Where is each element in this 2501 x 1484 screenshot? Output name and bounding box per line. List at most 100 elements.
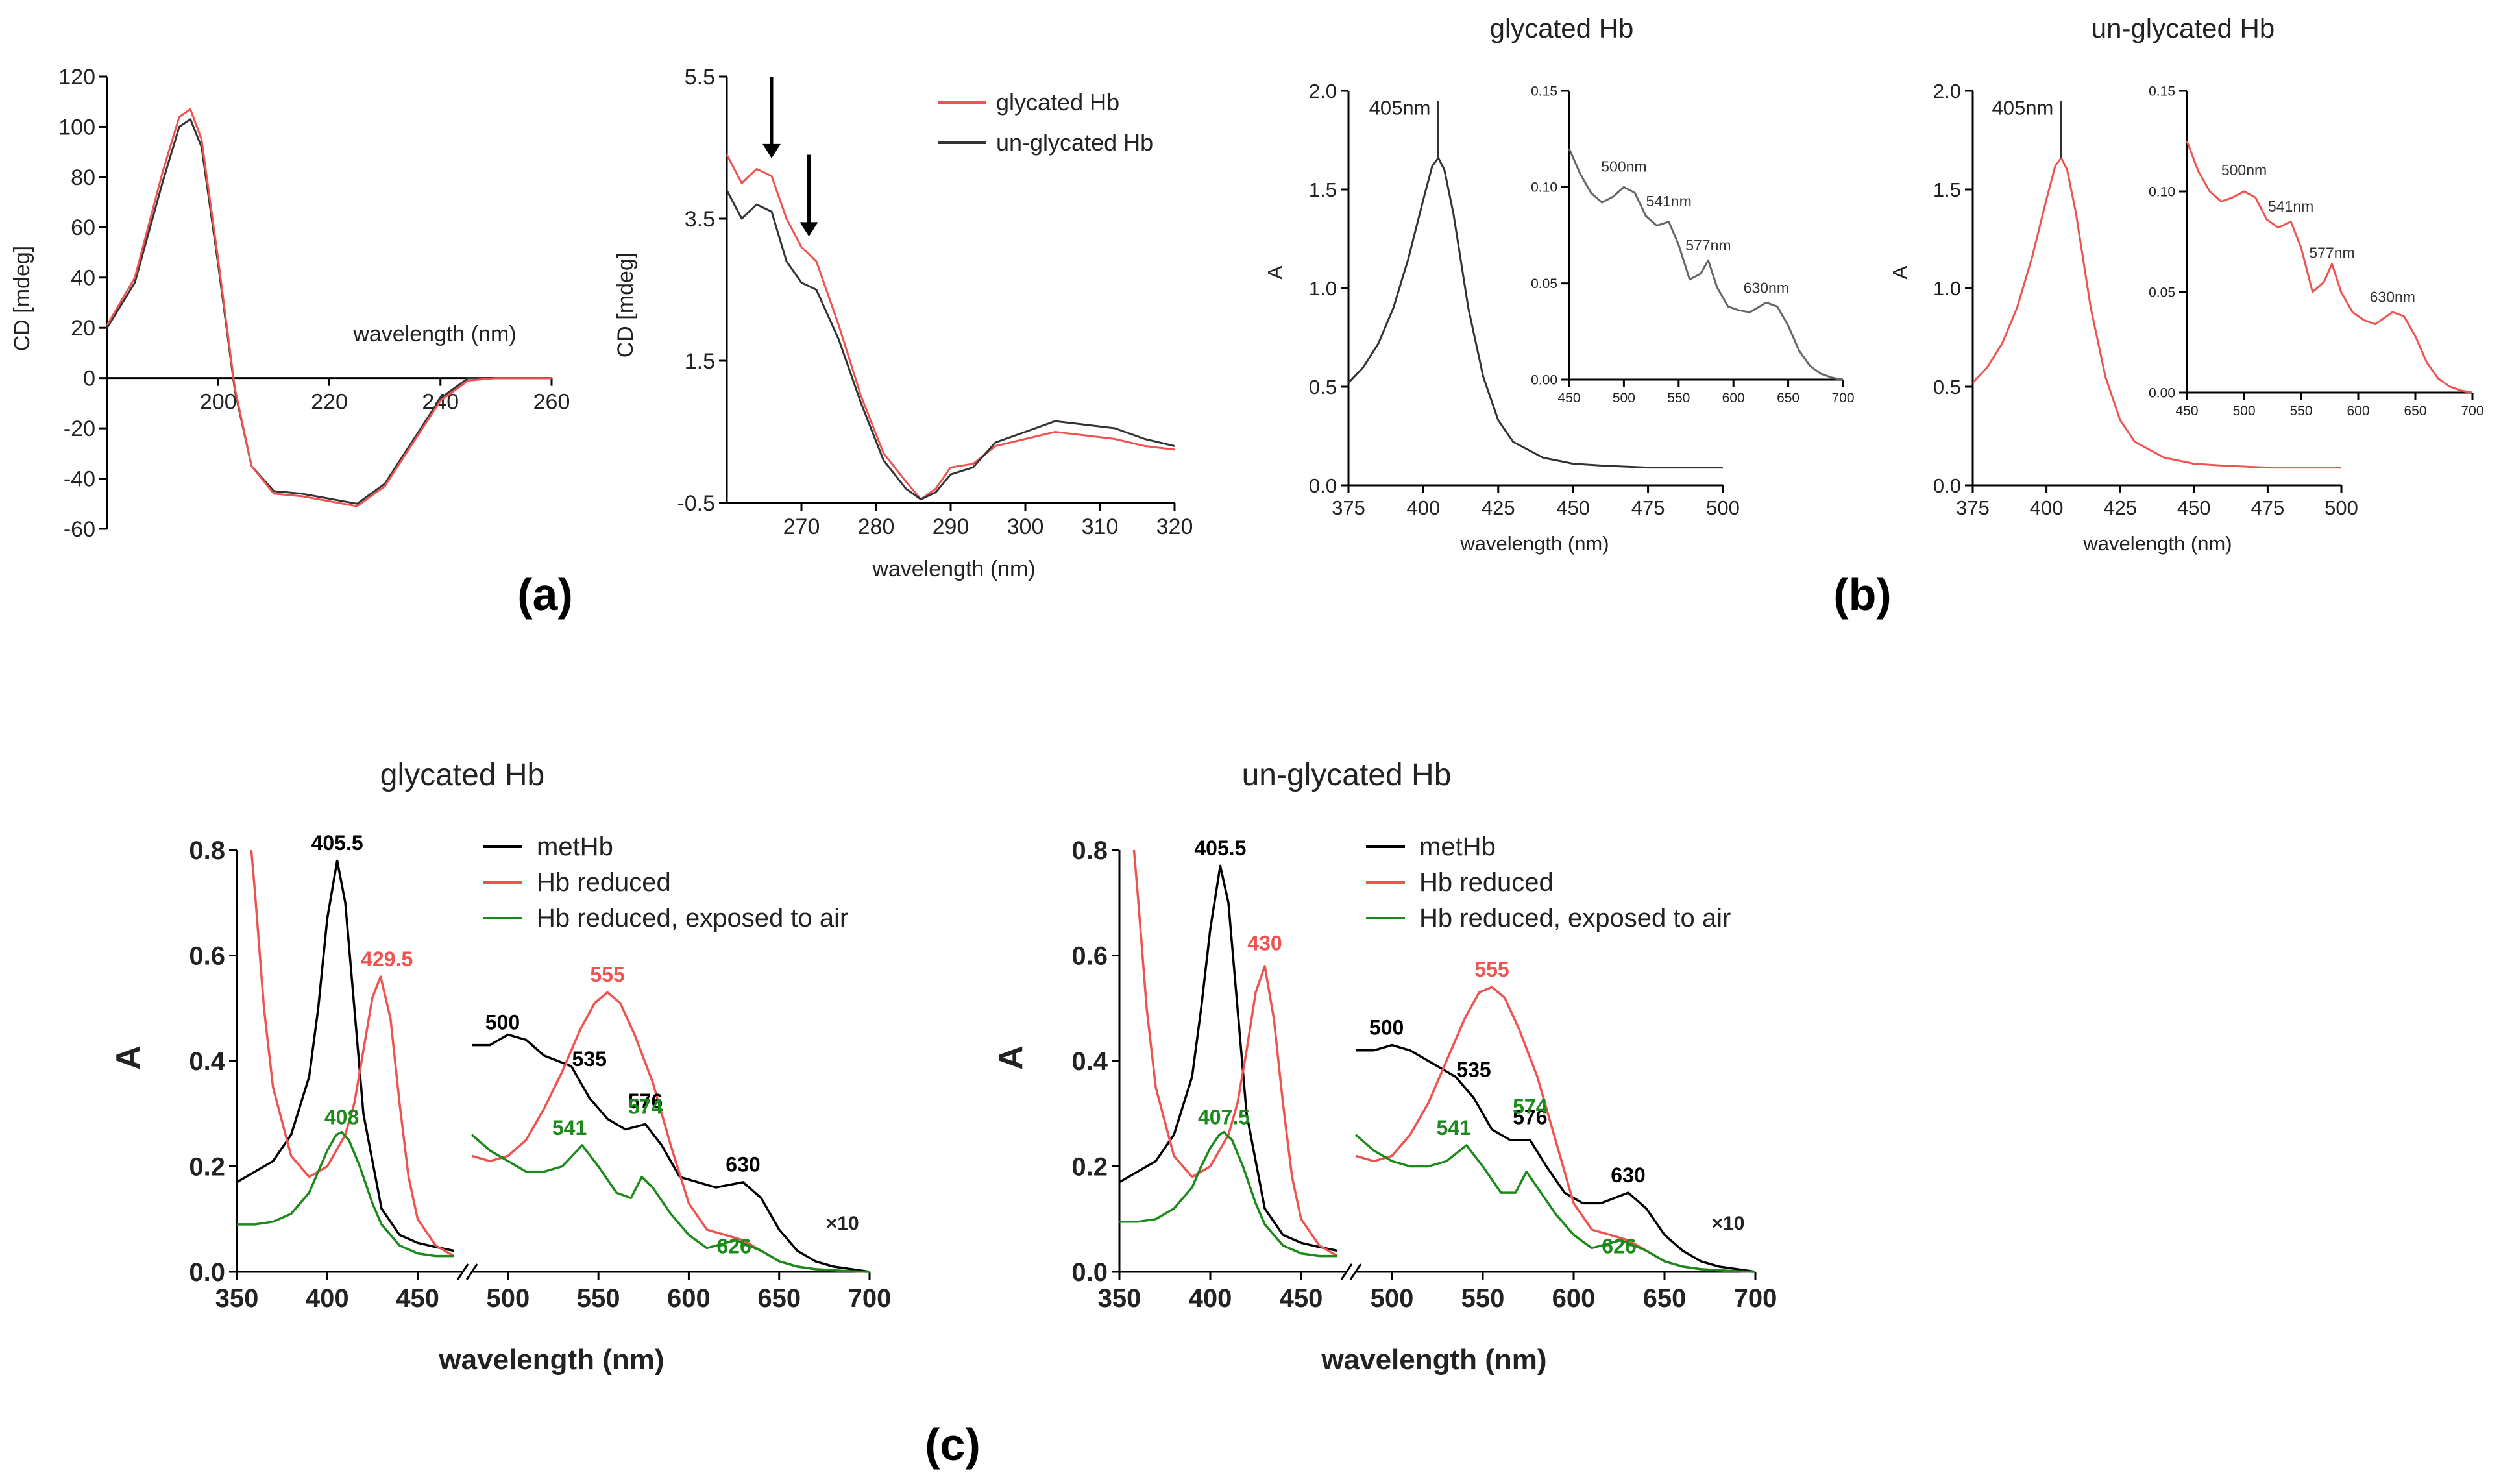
- y-tick-label: 20: [71, 316, 95, 341]
- x-tick-label: 600: [1722, 391, 1745, 406]
- legend-label: Hb reduced, exposed to air: [537, 904, 848, 932]
- peak-label: 626: [1602, 1235, 1636, 1258]
- x-tick-label: 220: [311, 390, 348, 415]
- x-tick-label: 600: [667, 1284, 711, 1313]
- y-tick-label: 80: [71, 165, 95, 190]
- y-tick-label: -60: [64, 517, 95, 542]
- peak-label: 408: [324, 1106, 359, 1129]
- series-line-hb-reduced-exposed-to-air: [1354, 1134, 1756, 1273]
- y-axis-label: CD [mdeg]: [613, 252, 638, 358]
- y-tick-label: 5.5: [685, 65, 715, 90]
- y-tick-label: 0.5: [1309, 376, 1337, 398]
- annotation-arrowhead: [762, 143, 781, 158]
- y-tick-label: 0.15: [2149, 84, 2175, 99]
- y-tick-label: -20: [64, 417, 95, 441]
- peak-label: 429.5: [361, 947, 413, 971]
- x-tick-label: 400: [1189, 1284, 1232, 1313]
- legend-label: Hb reduced, exposed to air: [1419, 904, 1731, 932]
- peak-label: 574: [1513, 1095, 1548, 1118]
- series-line-methb: [1119, 864, 1338, 1252]
- y-axis-label: CD [mdeg]: [10, 246, 34, 352]
- y-tick-label: -40: [64, 467, 95, 491]
- y-tick-label: 120: [58, 65, 95, 90]
- y-tick-label: -0.5: [677, 491, 715, 516]
- y-tick-label: 1.0: [1933, 277, 1961, 300]
- x-tick-label: 650: [2404, 404, 2426, 419]
- series-line-methb: [236, 859, 454, 1252]
- x-tick-label: 350: [1098, 1284, 1141, 1313]
- peak-label: 555: [1474, 958, 1509, 981]
- x-tick-label: 350: [215, 1284, 259, 1313]
- x-tick-label: 700: [848, 1284, 892, 1313]
- x-tick-label: 700: [1734, 1284, 1777, 1313]
- x-tick-label: 600: [1552, 1284, 1596, 1313]
- y-tick-label: 0.0: [1933, 474, 1961, 497]
- x-tick-label: 550: [1667, 391, 1690, 406]
- x-tick-label: 550: [577, 1284, 620, 1313]
- x-tick-label: 260: [533, 390, 570, 415]
- peak-label: 541nm: [2268, 198, 2313, 215]
- peak-label: 541: [552, 1116, 587, 1139]
- x-tick-label: 300: [1007, 515, 1044, 539]
- y-tick-label: 0.5: [1933, 376, 1961, 398]
- y-tick-label: 0.00: [2149, 385, 2175, 400]
- x-tick-label: 650: [1777, 391, 1800, 406]
- x-axis-label: wavelength (nm): [438, 1344, 664, 1376]
- y-tick-label: 0.6: [1071, 942, 1108, 971]
- peak-label: 430: [1247, 931, 1282, 955]
- legend-label: Hb reduced: [1419, 868, 1554, 897]
- peak-label: 500: [485, 1010, 520, 1034]
- x-tick-label: 400: [2030, 496, 2064, 519]
- peak-label: 630: [726, 1153, 760, 1176]
- axis-break-mark: [1349, 1263, 1362, 1280]
- x-tick-label: 450: [1280, 1284, 1323, 1313]
- series-line-un-glycated-hb: [726, 189, 1175, 500]
- y-tick-label: 100: [58, 115, 95, 140]
- legend-label: Hb reduced: [537, 868, 671, 897]
- y-tick-label: 0.2: [1071, 1153, 1108, 1182]
- y-tick-label: 0.0: [1071, 1258, 1108, 1287]
- series-line-trace-0: [2186, 140, 2473, 394]
- series-line-hb-reduced: [1132, 849, 1338, 1258]
- series-line-hb-reduced-exposed-to-air: [470, 1134, 870, 1273]
- x-tick-label: 700: [1831, 391, 1854, 406]
- series-line-trace-1: [106, 108, 552, 507]
- y-tick-label: 3.5: [685, 207, 715, 232]
- y-tick-label: 0.2: [189, 1153, 225, 1182]
- peak-label: 576: [1513, 1106, 1547, 1129]
- x-tick-label: 320: [1156, 515, 1193, 539]
- y-tick-label: 0.05: [1531, 276, 1557, 291]
- peak-label: 630: [1611, 1163, 1645, 1187]
- x-tick-label: 500: [2232, 404, 2255, 419]
- x-tick-label: 375: [1332, 496, 1365, 519]
- x-tick-label: 500: [1706, 496, 1740, 519]
- x-tick-label: 500: [1371, 1284, 1414, 1313]
- y-tick-label: 0.15: [1531, 84, 1557, 99]
- y-tick-label: 0.05: [2149, 285, 2175, 300]
- legend-label: glycated Hb: [996, 89, 1119, 116]
- x-axis-label: wavelength (nm): [1459, 532, 1609, 555]
- chart-title: un-glycated Hb: [2092, 13, 2275, 43]
- x-tick-label: 700: [2461, 404, 2483, 419]
- chart-title: un-glycated Hb: [1242, 758, 1452, 792]
- series-line-trace-0: [1568, 148, 1844, 381]
- chart-title: glycated Hb: [1490, 13, 1634, 43]
- peak-label: 630nm: [1744, 280, 1789, 297]
- peak-label: 626: [716, 1235, 751, 1258]
- series-line-hb-reduced-exposed-to-air: [1119, 1130, 1337, 1258]
- y-tick-label: 1.5: [1933, 178, 1961, 201]
- series-line-hb-reduced: [250, 849, 455, 1258]
- y-axis-label: A: [1888, 265, 1911, 279]
- x-tick-label: 450: [2177, 496, 2211, 519]
- peak-label: 541nm: [1646, 193, 1691, 210]
- panel-label-a: (a): [517, 569, 573, 620]
- chart-b1-inset: 0.00 0.05 0.10 0.15 450 500 550 600 650 700 500nm 5…: [1530, 78, 1862, 412]
- chart-b2-unglycated-absorbance: 0.0 0.5 1.0 1.5 2.0 375 400 425 450 475 500 Awavele…: [1888, 13, 2358, 555]
- inset-background: [2148, 78, 2492, 425]
- x-tick-label: 500: [486, 1284, 530, 1313]
- y-tick-label: 0.00: [1531, 372, 1557, 387]
- y-tick-label: 2.0: [1309, 80, 1337, 103]
- x-tick-label: 270: [783, 515, 820, 539]
- peak-label: 500: [1369, 1016, 1404, 1039]
- x-tick-label: 310: [1082, 515, 1119, 539]
